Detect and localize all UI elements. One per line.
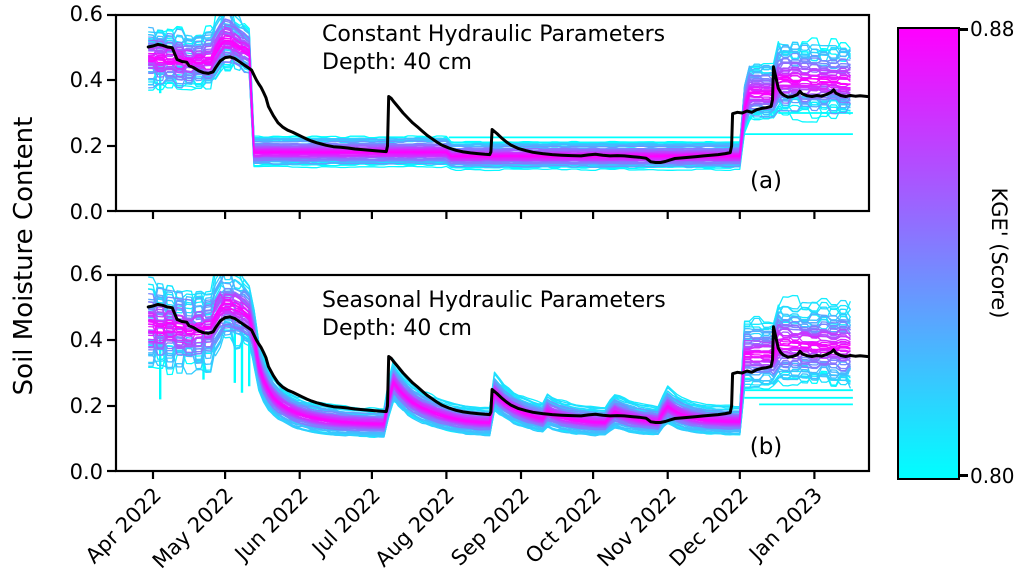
- ensemble-member-line: [148, 306, 851, 425]
- panel-a-title: Constant Hydraulic Parameters: [322, 22, 666, 47]
- y-tick-label: 0.6: [69, 2, 103, 26]
- ensemble-member-line: [148, 39, 851, 159]
- ensemble-lines: [148, 276, 852, 438]
- colorbar-gradient: [897, 27, 960, 480]
- panel-a-subtitle: Depth: 40 cm: [322, 50, 472, 75]
- ensemble-member-line: [148, 43, 851, 161]
- ensemble-member-line: [148, 39, 851, 158]
- ensemble-member-line: [148, 323, 851, 432]
- y-tick-label: 0.6: [69, 262, 103, 286]
- ensemble-member-line: [148, 276, 851, 411]
- ensemble-member-line: [148, 18, 851, 151]
- colorbar-tick-min: [960, 473, 968, 477]
- colorbar-min-label: 0.80: [970, 464, 1015, 488]
- panel-a-letter: (a): [749, 168, 783, 194]
- y-tick-label: 0.4: [69, 328, 103, 352]
- ensemble-member-line: [148, 321, 851, 436]
- observed-line: [146, 302, 868, 424]
- ensemble-member-line: [148, 292, 851, 420]
- y-tick-label: 0.0: [69, 460, 103, 484]
- colorbar-tick-max: [960, 27, 968, 31]
- y-tick-label: 0.2: [69, 134, 103, 158]
- panel-b-subtitle: Depth: 40 cm: [322, 316, 472, 341]
- panel-b-plot: [107, 273, 871, 479]
- y-tick-label: 0.2: [69, 394, 103, 418]
- ensemble-member-line: [148, 61, 851, 168]
- y-axis-label: Soil Moisture Content: [9, 116, 39, 396]
- ensemble-member-line: [148, 32, 851, 148]
- ensemble-member-line: [148, 51, 851, 165]
- panel-b-letter: (b): [749, 434, 783, 460]
- axes-spines: [114, 13, 871, 213]
- panel-a-plot: [107, 13, 871, 219]
- outlier-lines: [744, 389, 853, 406]
- ensemble-member-line: [148, 53, 851, 164]
- observed-line: [146, 42, 868, 164]
- ensemble-lines: [148, 16, 852, 172]
- ensemble-member-line: [148, 43, 851, 160]
- y-tick-label: 0.4: [69, 68, 103, 92]
- ensemble-member-line: [148, 325, 852, 438]
- ensemble-member-line: [148, 16, 851, 147]
- panel-b-title: Seasonal Hydraulic Parameters: [322, 288, 666, 313]
- ensemble-member-line: [148, 47, 851, 167]
- y-tick-label: 0.0: [69, 200, 103, 224]
- colorbar-title: KGE' (Score): [987, 187, 1011, 319]
- ensemble-member-line: [148, 309, 851, 428]
- colorbar-max-label: 0.88: [970, 17, 1015, 41]
- ensemble-member-line: [148, 59, 851, 172]
- ensemble-member-line: [148, 311, 851, 430]
- axes-spines: [114, 273, 871, 473]
- ensemble-member-line: [148, 287, 851, 418]
- ensemble-member-line: [148, 30, 851, 154]
